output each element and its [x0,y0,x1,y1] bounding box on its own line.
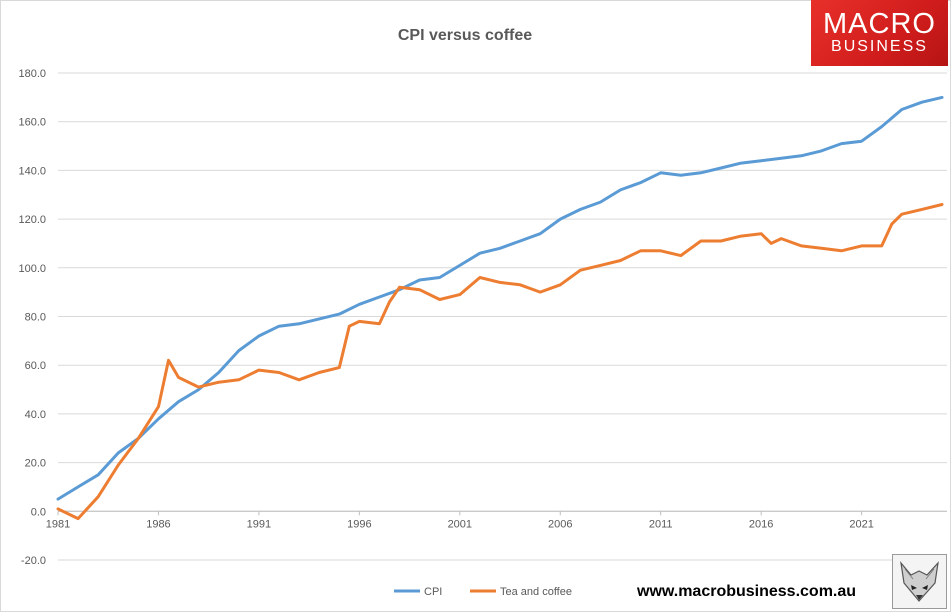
series-line-tea-and-coffee [56,203,944,521]
y-tick-label: 40.0 [25,409,46,421]
y-tick-label: 140.0 [18,165,46,177]
macrobusiness-logo: MACRO BUSINESS [811,0,948,66]
fox-emblem-icon [892,554,947,609]
x-tick-label: 1991 [247,518,271,530]
gridlines [58,72,947,561]
logo-line2: BUSINESS [831,38,928,55]
legend-label: CPI [424,586,442,598]
x-tick-label: 1986 [146,518,170,530]
x-tick-label: 2011 [649,518,673,530]
website-url: www.macrobusiness.com.au [637,583,857,600]
legend: CPI Tea and coffee [394,586,572,598]
x-tick-label: 1981 [46,518,70,530]
y-tick-label: 120.0 [18,214,46,226]
legend-label: Tea and coffee [500,586,572,598]
y-tick-label: 80.0 [25,312,46,324]
x-axis-ticks: 1981 1986 1991 1996 2001 2006 2011 2016 2021 [46,511,874,530]
series-lines [56,95,944,521]
y-tick-label: -20.0 [21,555,46,567]
series-line-cpi [56,95,944,501]
x-tick-label: 2021 [849,518,873,530]
y-tick-label: 0.0 [31,506,46,518]
logo-line1: MACRO [823,8,936,40]
x-tick-label: 2016 [749,518,773,530]
y-tick-label: 160.0 [18,117,46,129]
y-tick-label: 60.0 [25,360,46,372]
chart-title: CPI versus coffee [398,27,532,44]
x-tick-label: 2001 [448,518,472,530]
y-tick-label: 20.0 [25,458,46,470]
y-axis-ticks: 180.0 160.0 140.0 120.0 100.0 80.0 60.0 40.0 20.… [18,68,46,567]
y-tick-label: 180.0 [18,68,46,80]
y-tick-label: 100.0 [18,263,46,275]
x-tick-label: 1996 [347,518,371,530]
x-tick-label: 2006 [548,518,572,530]
